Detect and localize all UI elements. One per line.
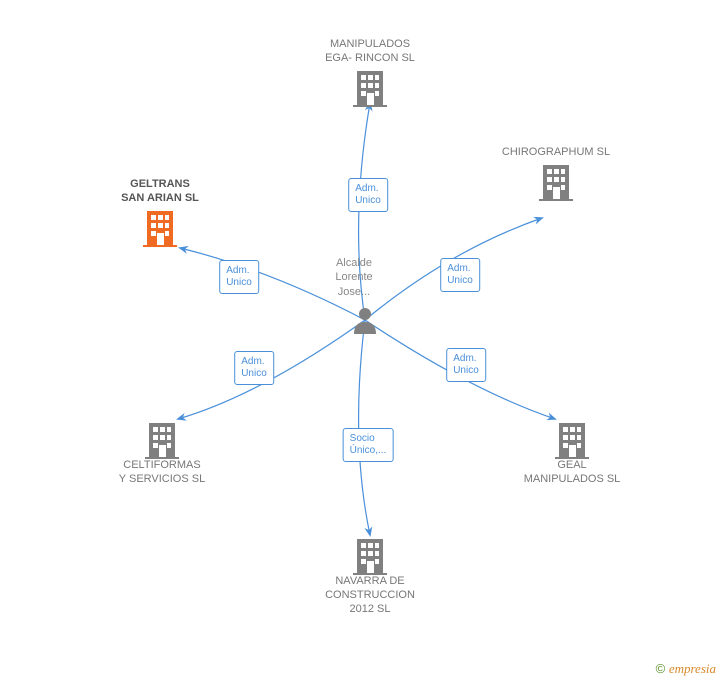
company-label: CHIROGRAPHUM SL bbox=[486, 146, 626, 160]
building-icon bbox=[92, 421, 232, 459]
edge-label-navarra: Socio Único,... bbox=[343, 428, 394, 462]
edge-label-geal: Adm. Unico bbox=[446, 348, 486, 382]
company-label: GEAL MANIPULADOS SL bbox=[502, 459, 642, 487]
copyright-symbol: © bbox=[656, 661, 666, 676]
company-node-celtiformas[interactable]: CELTIFORMAS Y SERVICIOS SL bbox=[92, 418, 232, 487]
brand-name: empresia bbox=[669, 661, 716, 676]
company-node-chirographum[interactable]: CHIROGRAPHUM SL bbox=[486, 146, 626, 201]
company-label: CELTIFORMAS Y SERVICIOS SL bbox=[92, 459, 232, 487]
company-node-navarra[interactable]: NAVARRA DE CONSTRUCCION 2012 SL bbox=[300, 534, 440, 616]
building-icon bbox=[300, 537, 440, 575]
company-label: NAVARRA DE CONSTRUCCION 2012 SL bbox=[300, 575, 440, 616]
center-node-label: Alcalde Lorente Jose... bbox=[324, 256, 384, 299]
company-label: MANIPULADOS EGA- RINCON SL bbox=[300, 38, 440, 66]
watermark: © empresia bbox=[656, 661, 716, 677]
company-node-manipulados[interactable]: MANIPULADOS EGA- RINCON SL bbox=[300, 38, 440, 107]
company-node-geltrans[interactable]: GELTRANS SAN ARIAN SL bbox=[90, 178, 230, 247]
edge-label-manipulados: Adm. Unico bbox=[348, 178, 388, 212]
building-icon bbox=[486, 163, 626, 201]
person-icon bbox=[352, 306, 378, 334]
building-icon bbox=[502, 421, 642, 459]
edge-label-celtiformas: Adm. Unico bbox=[234, 351, 274, 385]
building-icon bbox=[90, 209, 230, 247]
edge-label-chirographum: Adm. Unico bbox=[440, 258, 480, 292]
network-diagram: Alcalde Lorente Jose... MANIPULADOS EGA-… bbox=[0, 0, 728, 685]
building-icon bbox=[300, 69, 440, 107]
edge-label-geltrans: Adm. Unico bbox=[219, 260, 259, 294]
company-label: GELTRANS SAN ARIAN SL bbox=[90, 178, 230, 206]
company-node-geal[interactable]: GEAL MANIPULADOS SL bbox=[502, 418, 642, 487]
